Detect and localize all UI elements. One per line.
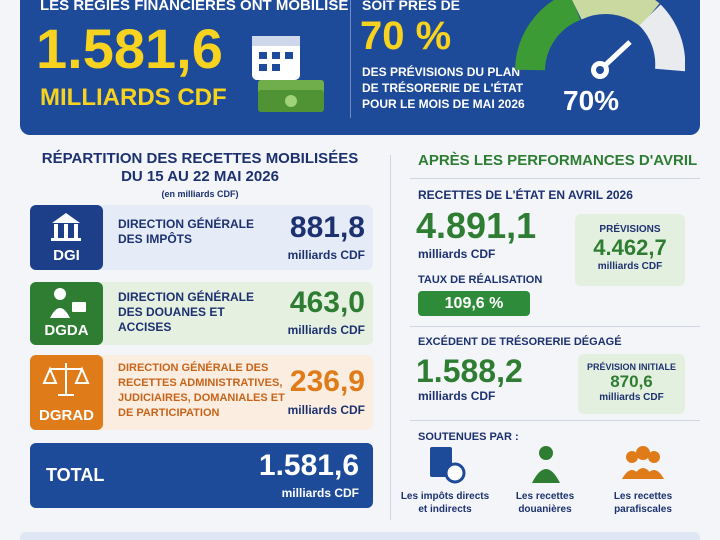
surplus-value: 1.588,2 [416,353,523,389]
unit: milliards CDF [287,323,365,337]
surplus-label: EXCÉDENT DE TRÉSORERIE DÉGAGÉ [418,336,622,348]
total-unit: milliards CDF [281,486,359,500]
rate-value: 109,6 % [418,291,530,316]
revenue-label: RECETTES DE L'ÉTAT EN AVRIL 2026 [418,188,633,202]
unit: milliards CDF [287,403,365,417]
support-item: Les impôts directs et indirects [400,491,490,515]
value: 236,9 [289,365,365,398]
separator [410,326,700,327]
separator [410,420,700,421]
forecast-box: PRÉVISIONS 4.462,7 milliards CDF [575,214,685,286]
forecast-value: 4.462,7 [593,235,667,260]
icon: DGI [30,205,103,270]
gauge-label: 70% [563,85,620,116]
amount: 1.581,6 [36,17,223,80]
initial-forecast-unit: milliards CDF [599,392,664,403]
abbr: DGDA [44,322,89,339]
forecast-label: PRÉVISIONS [599,224,661,235]
breakdown-note: (en milliards CDF) [161,189,239,199]
total: TOTAL 1.581,6 milliards CDF [30,443,373,508]
support-item: Les recettes parafiscales [613,491,673,515]
name: DIRECTION GÉNÉRALE DES RECETTES ADMINIST… [118,362,285,419]
support-icons [430,446,664,484]
rate-label: TAUX DE RÉALISATION [418,274,543,286]
name: DIRECTION GÉNÉRALE DES IMPÔTS [118,217,255,246]
separator [410,178,700,179]
icon: DGRAD [30,355,103,430]
calendar-money-icon [252,36,324,112]
row-dgrad: DGRAD DIRECTION GÉNÉRALE DES RECETTES AD… [30,355,373,430]
row-dgi: DGI DIRECTION GÉNÉRALE DES IMPÔTS 881,8 … [30,205,373,270]
support-item: Les recettes douanières [515,491,575,515]
abbr: DGRAD [39,407,94,424]
unit: milliards CDF [287,248,365,262]
total-label: TOTAL [46,465,105,485]
initial-forecast-label: PRÉVISION INITIALE [586,362,676,372]
initial-forecast-box: PRÉVISION INITIALE 870,6 milliards CDF [578,354,685,414]
banner [20,0,700,135]
name: DIRECTION GÉNÉRALE DES DOUANES ET ACCISE… [118,290,255,334]
april-title: APRÈS LES PERFORMANCES D'AVRIL [418,152,698,169]
divider [350,0,351,118]
share-text: DES PRÉVISIONS DU PLAN DE TRÉSORERIE DE … [362,65,525,111]
revenue-value: 4.891,1 [416,205,537,246]
footer-strip [20,532,700,540]
revenue-unit: milliards CDF [418,247,496,261]
value: 881,8 [289,211,365,244]
share: 70 % [360,14,452,58]
total-value: 1.581,6 [258,449,359,482]
column-divider [390,155,391,520]
share-intro: SOIT PRÈS DE [362,0,461,13]
abbr: DGI [53,247,80,264]
support-label: SOUTENUES PAR : [418,431,519,443]
surplus-unit: milliards CDF [418,389,496,403]
value: 463,0 [289,286,365,319]
icon: DGDA [30,282,103,345]
intro: LES RÉGIES FINANCIÈRES ONT MOBILISÉ [40,0,349,14]
forecast-unit: milliards CDF [597,261,663,272]
gauge [515,0,685,79]
unit: MILLIARDS CDF [40,84,227,111]
breakdown-title: RÉPARTITION DES RECETTES MOBILISÉES DU 1… [41,150,359,185]
row-dgda: DGDA DIRECTION GÉNÉRALE DES DOUANES ET A… [30,282,373,345]
initial-forecast-value: 870,6 [610,372,653,391]
